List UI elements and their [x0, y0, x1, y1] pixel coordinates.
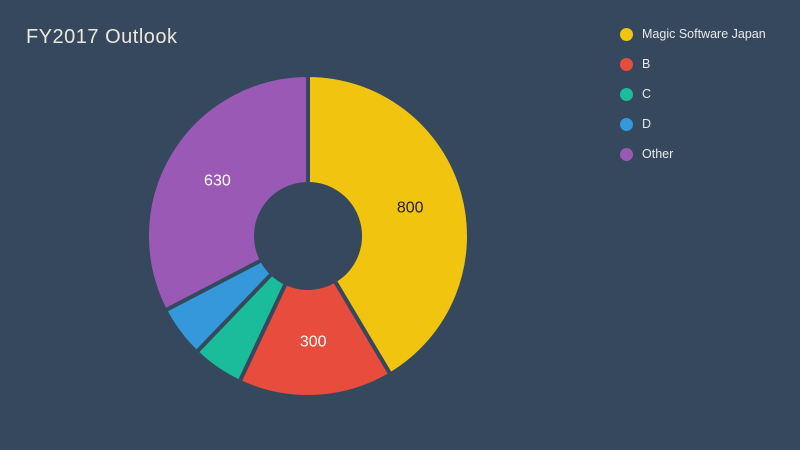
legend-item-magic-software-japan[interactable]: Magic Software Japan — [620, 19, 766, 49]
slice-label-other: 630 — [204, 173, 231, 190]
legend-item-c[interactable]: C — [620, 79, 766, 109]
legend-swatch-icon — [620, 57, 633, 71]
legend-swatch-icon — [620, 87, 633, 101]
legend-label: Magic Software Japan — [642, 27, 766, 41]
legend-item-b[interactable]: B — [620, 49, 766, 79]
slice-label-b: 300 — [300, 333, 327, 350]
legend: Magic Software Japan B C D Other — [620, 19, 766, 169]
legend-swatch-icon — [620, 27, 633, 41]
legend-label: C — [642, 87, 652, 101]
legend-swatch-icon — [620, 117, 633, 131]
legend-label: D — [642, 117, 652, 131]
pie-slice-magic-software-japan — [306, 73, 471, 377]
pie-slice-b — [237, 278, 393, 399]
legend-label: B — [642, 57, 651, 71]
pie-slice-other — [145, 73, 310, 313]
slice-label-magic-software-japan: 800 — [397, 199, 424, 216]
legend-item-other[interactable]: Other — [620, 139, 766, 169]
legend-item-d[interactable]: D — [620, 109, 766, 139]
legend-swatch-icon — [620, 147, 633, 161]
legend-label: Other — [642, 147, 674, 161]
chart-title: FY2017 Outlook — [26, 26, 178, 48]
